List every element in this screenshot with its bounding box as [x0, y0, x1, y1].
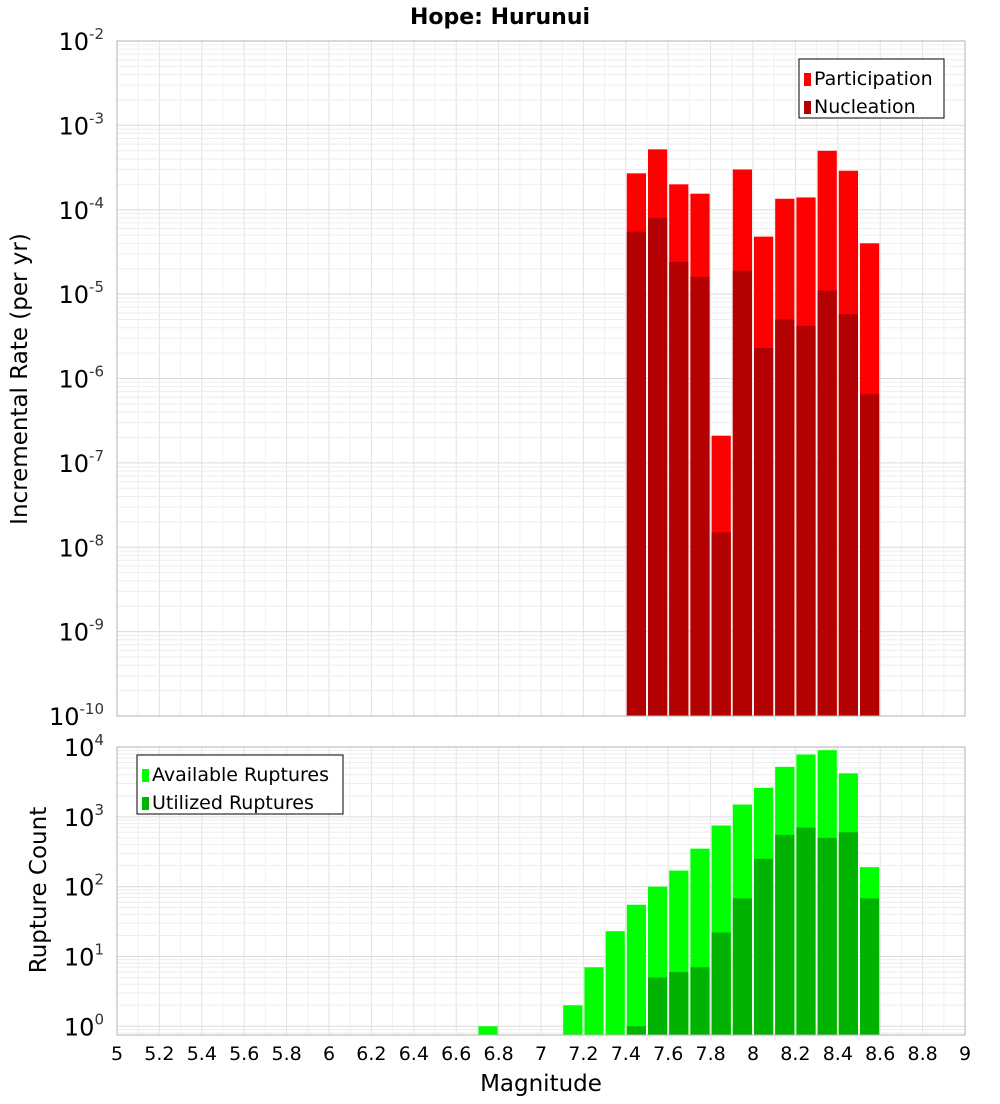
- bar-nucleation-8.15: [775, 319, 795, 716]
- bar-nucleation-8.55: [860, 394, 880, 716]
- bar-available-ruptures-7.35: [605, 931, 625, 1035]
- x-tick-label: 6.2: [356, 1043, 386, 1065]
- bar-available-ruptures-7.25: [584, 967, 604, 1035]
- bar-utilized-ruptures-7.85: [711, 932, 731, 1035]
- top-plot-y-tick-label: 10-3: [58, 109, 104, 140]
- bar-utilized-ruptures-8.55: [860, 898, 880, 1035]
- top-legend: Participation Nucleation: [798, 58, 945, 119]
- bar-utilized-ruptures-8.15: [775, 834, 795, 1035]
- x-tick-label: 7.6: [653, 1043, 683, 1065]
- x-tick-label: 6.8: [483, 1043, 513, 1065]
- x-tick-label: 8.4: [823, 1043, 853, 1065]
- bottom-legend-label: Available Ruptures: [152, 764, 329, 786]
- bottom-legend-swatch: [142, 797, 149, 810]
- x-axis-label: Magnitude: [480, 1071, 602, 1097]
- bottom-legend-swatch: [142, 769, 149, 782]
- bar-utilized-ruptures-8.45: [838, 832, 858, 1035]
- bottom-plot-y-tick-label: 101: [64, 940, 104, 971]
- top-plot-y-tick-label: 10-5: [58, 278, 104, 309]
- bottom-legend-label: Utilized Ruptures: [152, 792, 314, 814]
- x-tick-label: 8.2: [780, 1043, 810, 1065]
- bar-nucleation-7.45: [626, 231, 646, 716]
- bottom-plot-frame: [116, 746, 966, 1036]
- chart-title: Hope: Hurunui: [410, 5, 590, 30]
- bar-utilized-ruptures-7.55: [648, 977, 668, 1035]
- x-tick-label: 5: [111, 1043, 123, 1065]
- top-legend-frame: [798, 58, 945, 119]
- x-tick-label: 5.4: [187, 1043, 217, 1065]
- bar-nucleation-8.35: [817, 290, 837, 716]
- top-plot-frame: [116, 40, 966, 717]
- x-tick-label: 5.8: [271, 1043, 301, 1065]
- x-tick-label: 5.2: [144, 1043, 174, 1065]
- bar-nucleation-7.65: [669, 262, 689, 716]
- x-tick-label: 7.8: [695, 1043, 725, 1065]
- top-legend-swatch: [804, 101, 811, 114]
- bottom-plot-y-tick-label: 100: [64, 1010, 104, 1041]
- bottom-plot-bars: [478, 750, 880, 1035]
- x-tick-label: 9: [959, 1043, 971, 1065]
- bottom-plot-y-tick-label: 103: [64, 801, 104, 832]
- bottom-legend-frame: [136, 754, 344, 815]
- bar-utilized-ruptures-8.05: [754, 858, 774, 1035]
- bar-nucleation-8.05: [754, 347, 774, 716]
- top-legend-label: Nucleation: [814, 96, 916, 118]
- top-plot-bars: [626, 149, 880, 717]
- bar-utilized-ruptures-7.45: [626, 1026, 646, 1035]
- top-y-axis-label: Incremental Rate (per yr): [7, 233, 33, 525]
- bottom-plot-y-tick-label: 104: [64, 731, 104, 762]
- bar-available-ruptures-6.75: [478, 1026, 498, 1035]
- bar-nucleation-7.55: [648, 217, 668, 716]
- x-tick-label: 8: [747, 1043, 759, 1065]
- x-tick-label: 6.6: [441, 1043, 471, 1065]
- bar-available-ruptures-7.45: [626, 904, 646, 1035]
- bar-nucleation-8.45: [838, 314, 858, 716]
- x-tick-label: 7.4: [611, 1043, 641, 1065]
- top-plot-y-tick-label: 10-10: [49, 700, 104, 731]
- bar-utilized-ruptures-8.25: [796, 827, 816, 1035]
- bar-utilized-ruptures-7.75: [690, 967, 710, 1035]
- x-tick-label: 6.4: [399, 1043, 429, 1065]
- top-plot-y-tick-label: 10-2: [58, 25, 104, 56]
- bottom-legend: Available Ruptures Utilized Ruptures: [136, 754, 344, 815]
- bottom-plot-y-tick-label: 102: [64, 871, 104, 902]
- bar-available-ruptures-7.15: [563, 1005, 583, 1035]
- x-tick-label: 6: [323, 1043, 335, 1065]
- x-tick-label: 8.8: [907, 1043, 937, 1065]
- top-plot-grid: [116, 41, 966, 717]
- top-legend-label: Participation: [814, 68, 933, 90]
- bar-utilized-ruptures-7.65: [669, 971, 689, 1035]
- top-plot-y-tick-label: 10-7: [58, 447, 104, 478]
- bottom-y-axis-label: Rupture Count: [26, 807, 52, 973]
- top-legend-swatch: [804, 73, 811, 86]
- x-tick-label: 7.2: [568, 1043, 598, 1065]
- x-tick-label: 5.6: [229, 1043, 259, 1065]
- top-plot-y-tick-label: 10-8: [58, 531, 104, 562]
- bar-nucleation-7.85: [711, 532, 731, 716]
- bar-nucleation-8.25: [796, 325, 816, 716]
- bar-utilized-ruptures-7.95: [732, 898, 752, 1035]
- top-plot-y-tick-label: 10-4: [58, 194, 104, 225]
- x-tick-label: 7: [535, 1043, 547, 1065]
- x-tick-label: 8.6: [865, 1043, 895, 1065]
- bar-nucleation-7.95: [732, 270, 752, 716]
- bar-utilized-ruptures-8.35: [817, 837, 837, 1035]
- top-plot-y-tick-label: 10-9: [58, 616, 104, 647]
- top-plot-y-tick-label: 10-6: [58, 363, 104, 394]
- bar-nucleation-7.75: [690, 276, 710, 716]
